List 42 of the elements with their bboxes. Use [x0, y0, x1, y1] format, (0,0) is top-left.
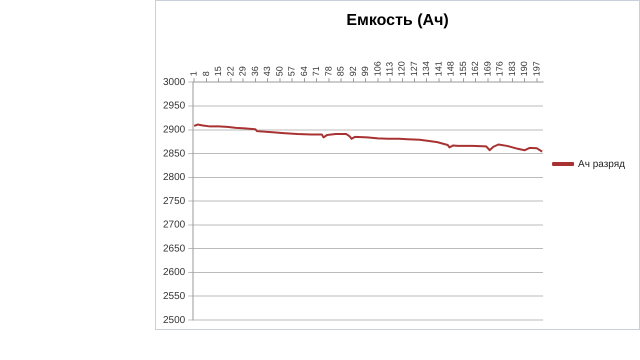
x-tick-label: 71: [311, 66, 322, 76]
x-tick-label: 120: [396, 61, 407, 76]
x-tick-label: 85: [336, 66, 346, 76]
y-tick-label: 2600: [162, 267, 186, 278]
y-tick-label: 2700: [162, 220, 186, 231]
x-tick-label: 141: [433, 61, 444, 76]
x-tick-label: 183: [506, 61, 517, 76]
y-tick-label: 2750: [162, 196, 186, 207]
x-tick-label: 50: [274, 66, 284, 76]
x-tick-label: 57: [286, 66, 297, 76]
x-tick-label: 1: [188, 71, 199, 76]
x-tick-label: 127: [408, 61, 419, 76]
y-tick-label: 2650: [162, 243, 186, 254]
x-tick-label: 113: [384, 62, 394, 76]
x-tick-label: 155: [458, 61, 468, 76]
x-tick-label: 190: [519, 61, 530, 76]
y-tick-label: 2800: [162, 172, 186, 184]
x-tick-label: 176: [494, 61, 505, 76]
x-tick-label: 169: [482, 61, 492, 76]
x-tick-label: 106: [372, 61, 382, 76]
x-tick-label: 22: [225, 66, 236, 76]
x-tick-label: 92: [348, 66, 358, 76]
x-tick-label: 64: [298, 66, 309, 76]
x-tick-label: 99: [360, 66, 370, 76]
x-tick-label: 36: [250, 66, 260, 76]
chart-title: Емкость (Ач): [346, 12, 449, 30]
x-tick-label: 134: [421, 61, 432, 76]
y-tick-label: 2950: [162, 100, 186, 112]
x-tick-label: 197: [531, 61, 542, 76]
x-tick-label: 43: [262, 66, 272, 76]
x-tick-label: 29: [238, 66, 248, 76]
y-tick-label: 2550: [162, 290, 186, 302]
x-tick-label: 78: [323, 66, 334, 76]
y-tick-label: 2850: [162, 148, 186, 160]
x-tick-label: 148: [446, 61, 456, 76]
y-tick-label: 3000: [162, 76, 186, 88]
x-tick-label: 15: [213, 66, 224, 76]
legend-label: Ач разряд: [578, 158, 626, 170]
y-tick-label: 2500: [162, 314, 186, 326]
y-tick-label: 2900: [162, 124, 186, 136]
x-tick-label: 162: [470, 61, 480, 76]
x-tick-label: 8: [200, 71, 211, 76]
